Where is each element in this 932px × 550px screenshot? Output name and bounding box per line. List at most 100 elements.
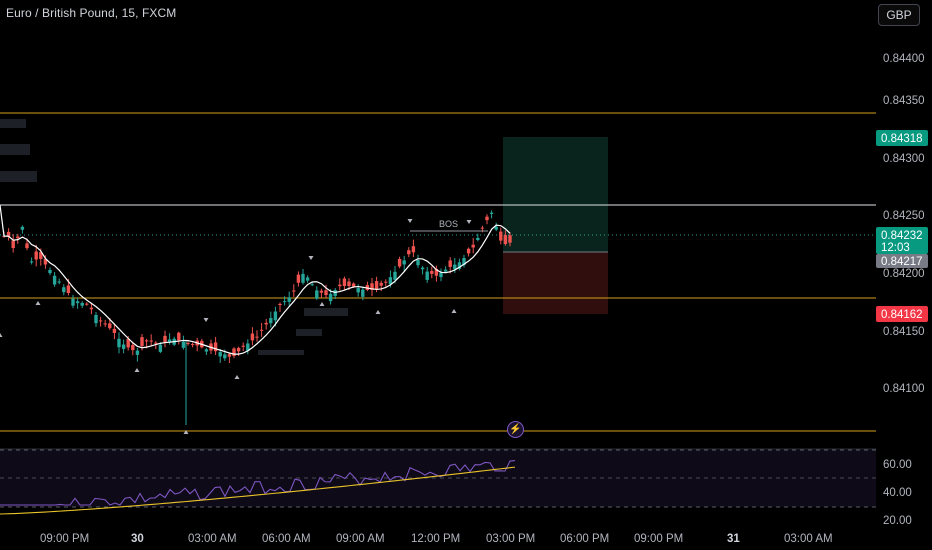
time-label-0300am-2: 03:00 AM: [784, 533, 833, 545]
candle-body: [126, 338, 130, 348]
rsi-tick-60: 60.00: [883, 459, 912, 471]
time-label-30: 30: [131, 533, 144, 545]
entry-badge: [876, 254, 928, 268]
currency-button[interactable]: GBP: [878, 4, 920, 26]
stop-loss-price: 0.84162: [881, 309, 923, 321]
candle-body: [342, 278, 347, 286]
lightning-icon[interactable]: ⚡: [507, 421, 524, 438]
candle-body: [177, 332, 181, 341]
time-label-0900pm: 09:00 PM: [40, 533, 89, 545]
candle-body: [250, 333, 255, 341]
pivot-marker: [134, 368, 140, 372]
candle-body: [186, 342, 190, 344]
candle-body: [388, 277, 393, 285]
candle-body: [112, 328, 117, 333]
take-profit-price: 0.84318: [881, 133, 923, 145]
price-tick-84400: 0.84400: [883, 53, 925, 65]
take-profit-zone[interactable]: [503, 137, 608, 252]
candle-body: [282, 301, 287, 303]
candle-body: [439, 272, 443, 278]
candle-body: [241, 345, 245, 347]
candle-body: [269, 318, 273, 324]
stop-loss-zone[interactable]: [503, 252, 608, 314]
candle-body: [508, 235, 512, 243]
candle-body: [471, 244, 475, 248]
candle-body: [80, 302, 84, 306]
candle-body: [71, 298, 75, 306]
candle-body: [94, 315, 98, 324]
candle-body: [453, 264, 457, 270]
candle-body: [98, 320, 103, 322]
candle-body: [149, 340, 153, 342]
candle-body: [154, 342, 158, 344]
candle-body: [425, 271, 429, 280]
candle-body: [213, 342, 218, 352]
candle-body: [319, 290, 324, 293]
candle-body: [411, 246, 416, 253]
bos-label: BOS: [439, 219, 458, 229]
candle-body: [489, 212, 494, 214]
chart-title: Euro / British Pound, 15, FXCM: [6, 6, 177, 20]
time-label-0600am: 06:00 AM: [262, 533, 311, 545]
price-tick-84350: 0.84350: [883, 95, 925, 107]
pivot-marker: [203, 318, 209, 322]
candle-body: [315, 290, 319, 299]
candle-body: [223, 354, 227, 359]
candlesticks: [2, 210, 512, 425]
time-label-0300pm: 03:00 PM: [486, 533, 535, 545]
candle-body: [66, 285, 71, 293]
candle-body: [287, 297, 291, 302]
candle-body: [144, 340, 149, 342]
candle-body: [43, 258, 48, 265]
candle-body: [16, 236, 20, 239]
candle-body: [503, 235, 508, 245]
candle-body: [347, 281, 351, 286]
candle-body: [273, 311, 278, 321]
candle-body: [328, 293, 333, 302]
last-price-badge: [876, 227, 928, 254]
candle-body: [190, 343, 195, 345]
candle-body: [420, 267, 425, 270]
price-tick-84150: 0.84150: [883, 326, 925, 338]
candle-body: [485, 216, 489, 221]
candle-body: [448, 260, 452, 267]
candle-body: [393, 271, 397, 280]
candle-body: [259, 329, 264, 331]
candle-body: [494, 226, 498, 230]
candle-body: [236, 347, 241, 352]
candle-body: [361, 289, 365, 297]
candle-body: [163, 335, 167, 343]
candle-body: [181, 341, 186, 348]
candle-body: [430, 270, 434, 274]
candle-body: [232, 348, 236, 356]
pivot-marker: [183, 430, 189, 434]
time-label-31: 31: [727, 533, 740, 545]
pivot-marker: [35, 301, 41, 305]
candle-body: [62, 287, 66, 293]
candle-body: [108, 323, 112, 329]
candle-body: [25, 243, 29, 249]
candle-body: [121, 344, 126, 349]
candle-body: [397, 259, 402, 267]
candle-body: [434, 268, 439, 276]
pivot-markers: [0, 219, 472, 434]
price-tick-84200: 0.84200: [883, 268, 925, 280]
candle-body: [310, 284, 314, 286]
rsi-tick-20: 20.00: [883, 515, 912, 527]
last-price-value: 0.84232: [881, 230, 923, 242]
candle-body: [117, 338, 121, 348]
time-label-0300am: 03:00 AM: [188, 533, 237, 545]
pivot-marker: [466, 220, 472, 224]
candle-body: [305, 277, 310, 281]
candle-body: [402, 260, 406, 265]
candle-body: [167, 339, 172, 343]
candle-body: [6, 231, 11, 237]
candle-body: [218, 352, 222, 357]
candle-body: [370, 283, 374, 290]
time-label-1200pm: 12:00 PM: [411, 533, 460, 545]
candle-body: [379, 282, 383, 286]
price-tick-84100: 0.84100: [883, 383, 925, 395]
candle-body: [34, 251, 38, 260]
candle-body: [89, 307, 94, 310]
